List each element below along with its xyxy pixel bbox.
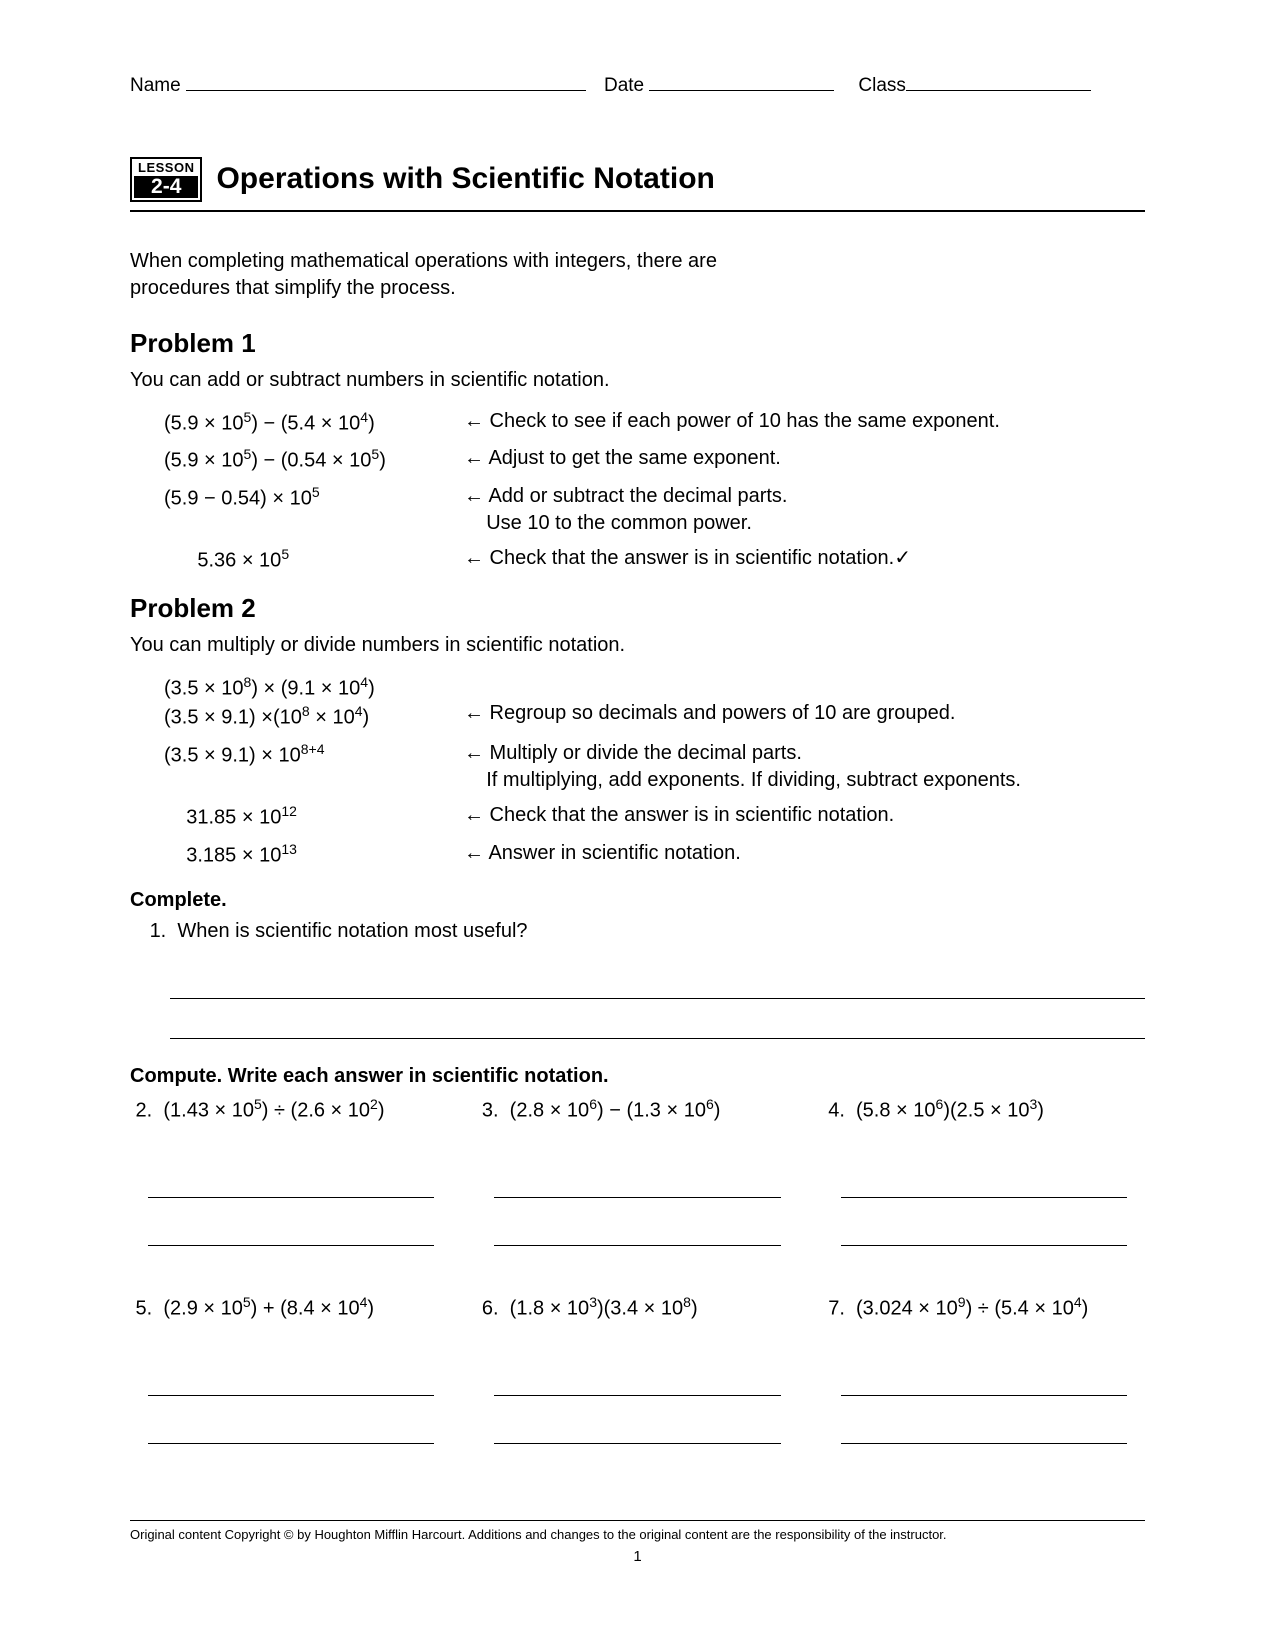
compute-item: 3. (2.8 × 106) − (1.3 × 106) <box>476 1096 798 1262</box>
lesson-badge-num: 2-4 <box>134 176 198 198</box>
class-blank[interactable] <box>906 70 1091 91</box>
step-expression: (5.9 − 0.54) × 105 <box>156 479 456 541</box>
step-expression: (5.9 × 105) − (0.54 × 105) <box>156 441 456 479</box>
step-note: ← Check that the answer is in scientific… <box>456 798 1029 836</box>
compute-item: 2. (1.43 × 105) ÷ (2.6 × 102) <box>130 1096 452 1262</box>
date-blank[interactable] <box>649 70 834 91</box>
footer-text: Original content Copyright © by Houghton… <box>130 1527 1145 1542</box>
answer-line-2[interactable] <box>170 1017 1145 1039</box>
answer-line-1[interactable] <box>170 977 1145 999</box>
step-expression: (3.5 × 108) × (9.1 × 104)(3.5 × 9.1) ×(1… <box>156 669 456 736</box>
header-fields: Name Date Class <box>130 70 1145 97</box>
step-note: ← Regroup so decimals and powers of 10 a… <box>456 669 1029 736</box>
compute-answer-line[interactable] <box>494 1178 780 1198</box>
compute-prompt: 3. (2.8 × 106) − (1.3 × 106) <box>476 1096 798 1150</box>
date-field: Date <box>604 70 834 97</box>
lesson-title: Operations with Scientific Notation <box>216 162 714 196</box>
compute-prompt: 6. (1.8 × 103)(3.4 × 108) <box>476 1294 798 1348</box>
step-row: (5.9 × 105) − (0.54 × 105)← Adjust to ge… <box>156 441 1008 479</box>
problem2-body: (3.5 × 108) × (9.1 × 104)(3.5 × 9.1) ×(1… <box>156 669 1029 874</box>
footer-page-num: 1 <box>130 1548 1145 1565</box>
compute-answer-line[interactable] <box>494 1376 780 1396</box>
compute-answer-line[interactable] <box>841 1178 1127 1198</box>
class-label: Class <box>858 75 906 97</box>
date-label: Date <box>604 75 644 97</box>
step-note: ← Check that the answer is in scientific… <box>456 541 1008 579</box>
compute-answer-line[interactable] <box>148 1178 434 1198</box>
compute-answer-line[interactable] <box>841 1376 1127 1396</box>
class-field: Class <box>858 70 1091 97</box>
step-row: 3.185 × 1013← Answer in scientific notat… <box>156 836 1029 874</box>
question-1: 1. When is scientific notation most usef… <box>144 920 1145 943</box>
lesson-badge-top: LESSON <box>138 161 194 175</box>
compute-prompt: 4. (5.8 × 106)(2.5 × 103) <box>823 1096 1145 1150</box>
step-row: (5.9 × 105) − (5.4 × 104)← Check to see … <box>156 404 1008 442</box>
problem1-heading: Problem 1 <box>130 328 1145 359</box>
problem2-sub: You can multiply or divide numbers in sc… <box>130 634 1145 657</box>
compute-prompt: 7. (3.024 × 109) ÷ (5.4 × 104) <box>823 1294 1145 1348</box>
step-row: (3.5 × 9.1) × 108+4← Multiply or divide … <box>156 736 1029 798</box>
intro-text: When completing mathematical operations … <box>130 248 810 302</box>
step-note: ← Add or subtract the decimal parts. Use… <box>456 479 1008 541</box>
step-row: 31.85 × 1012← Check that the answer is i… <box>156 798 1029 836</box>
step-row: 5.36 × 105← Check that the answer is in … <box>156 541 1008 579</box>
compute-answer-line[interactable] <box>148 1226 434 1246</box>
step-expression: 31.85 × 1012 <box>156 798 456 836</box>
compute-answer-line[interactable] <box>148 1424 434 1444</box>
compute-answer-line[interactable] <box>494 1424 780 1444</box>
compute-item: 7. (3.024 × 109) ÷ (5.4 × 104) <box>823 1294 1145 1460</box>
name-label: Name <box>130 75 181 97</box>
step-note: ← Answer in scientific notation. <box>456 836 1029 874</box>
compute-grid: 2. (1.43 × 105) ÷ (2.6 × 102) 3. (2.8 × … <box>130 1096 1145 1460</box>
complete-label: Complete. <box>130 889 1145 912</box>
compute-answer-line[interactable] <box>494 1226 780 1246</box>
problem2-heading: Problem 2 <box>130 593 1145 624</box>
lesson-header: LESSON 2-4 Operations with Scientific No… <box>130 157 1145 202</box>
footer-rule <box>130 1520 1145 1521</box>
step-row: (3.5 × 108) × (9.1 × 104)(3.5 × 9.1) ×(1… <box>156 669 1029 736</box>
compute-item: 4. (5.8 × 106)(2.5 × 103) <box>823 1096 1145 1262</box>
compute-answer-line[interactable] <box>841 1226 1127 1246</box>
compute-answer-line[interactable] <box>148 1376 434 1396</box>
step-note: ← Check to see if each power of 10 has t… <box>456 404 1008 442</box>
step-row: (5.9 − 0.54) × 105← Add or subtract the … <box>156 479 1008 541</box>
worksheet-page: Name Date Class LESSON 2-4 Operations wi… <box>0 0 1275 1605</box>
problem1-steps: (5.9 × 105) − (5.4 × 104)← Check to see … <box>156 404 1008 579</box>
compute-answer-line[interactable] <box>841 1424 1127 1444</box>
name-blank[interactable] <box>186 70 586 91</box>
lesson-badge: LESSON 2-4 <box>130 157 202 202</box>
problem1-body: (5.9 × 105) − (5.4 × 104)← Check to see … <box>156 404 1008 579</box>
compute-prompt: 2. (1.43 × 105) ÷ (2.6 × 102) <box>130 1096 452 1150</box>
step-expression: (5.9 × 105) − (5.4 × 104) <box>156 404 456 442</box>
compute-item: 6. (1.8 × 103)(3.4 × 108) <box>476 1294 798 1460</box>
title-rule <box>130 210 1145 212</box>
compute-item: 5. (2.9 × 105) + (8.4 × 104) <box>130 1294 452 1460</box>
problem1-sub: You can add or subtract numbers in scien… <box>130 369 1145 392</box>
q1-num: 1. <box>150 920 167 942</box>
compute-label: Compute. Write each answer in scientific… <box>130 1065 1145 1088</box>
problem2-steps: (3.5 × 108) × (9.1 × 104)(3.5 × 9.1) ×(1… <box>156 669 1029 874</box>
step-expression: 5.36 × 105 <box>156 541 456 579</box>
compute-prompt: 5. (2.9 × 105) + (8.4 × 104) <box>130 1294 452 1348</box>
q1-text: When is scientific notation most useful? <box>177 920 527 942</box>
step-note: ← Adjust to get the same exponent. <box>456 441 1008 479</box>
name-field: Name <box>130 70 586 97</box>
step-note: ← Multiply or divide the decimal parts. … <box>456 736 1029 798</box>
step-expression: 3.185 × 1013 <box>156 836 456 874</box>
step-expression: (3.5 × 9.1) × 108+4 <box>156 736 456 798</box>
